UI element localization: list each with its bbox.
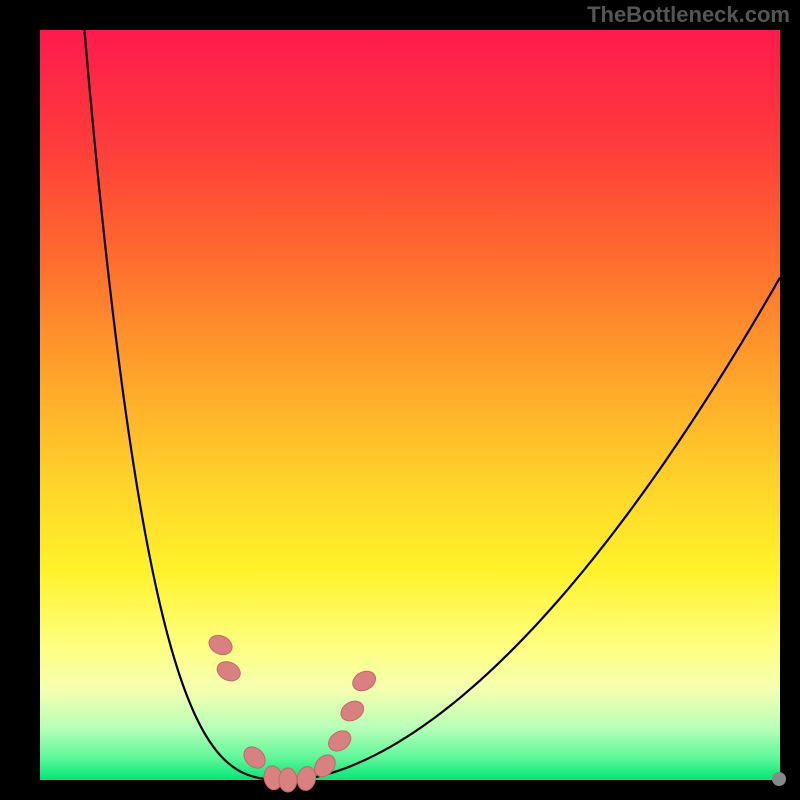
curve-marker xyxy=(337,697,367,725)
curve-marker xyxy=(214,658,243,684)
marker-group xyxy=(206,632,379,792)
curve-marker xyxy=(325,727,355,756)
chart-svg xyxy=(0,0,800,800)
curve-marker xyxy=(279,768,297,792)
curve-marker xyxy=(206,632,235,658)
bottleneck-curve xyxy=(84,30,780,780)
curve-marker xyxy=(349,667,379,694)
curve-marker xyxy=(240,743,270,773)
corner-dot xyxy=(772,772,786,786)
chart-container: TheBottleneck.com xyxy=(0,0,800,800)
